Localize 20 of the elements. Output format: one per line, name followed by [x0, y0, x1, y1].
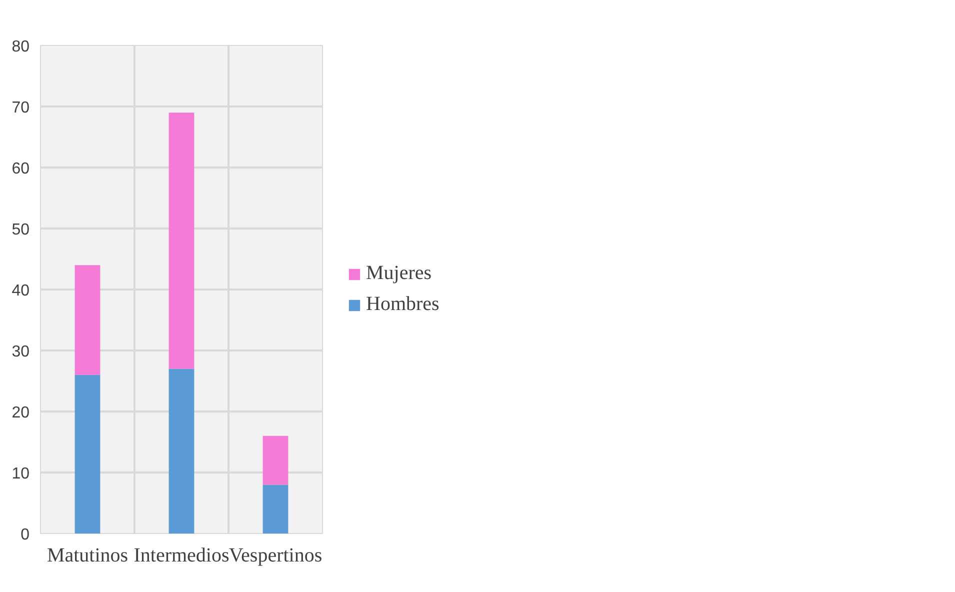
legend-label: Mujeres	[366, 262, 432, 285]
x-tick-label: Vespertinos	[228, 544, 322, 566]
y-tick-label: 10	[12, 466, 30, 482]
bar	[168, 368, 194, 534]
y-tick-label: 80	[12, 38, 30, 56]
legend-label: Hombres	[366, 293, 440, 316]
x-tick-label: Matutinos	[46, 544, 128, 566]
y-tick-label: 50	[12, 222, 30, 238]
bar	[74, 265, 100, 375]
y-tick-label: 40	[12, 282, 30, 300]
bar	[74, 374, 100, 534]
bar	[262, 484, 288, 534]
y-tick-label: 30	[12, 344, 30, 360]
y-tick-label: 70	[12, 100, 30, 116]
y-tick-label: 20	[12, 404, 30, 422]
bar	[168, 112, 194, 369]
y-tick-label: 0	[20, 526, 30, 544]
x-tick-label: Intermedios	[134, 544, 230, 566]
bar	[262, 436, 288, 485]
y-tick-label: 60	[12, 160, 30, 178]
